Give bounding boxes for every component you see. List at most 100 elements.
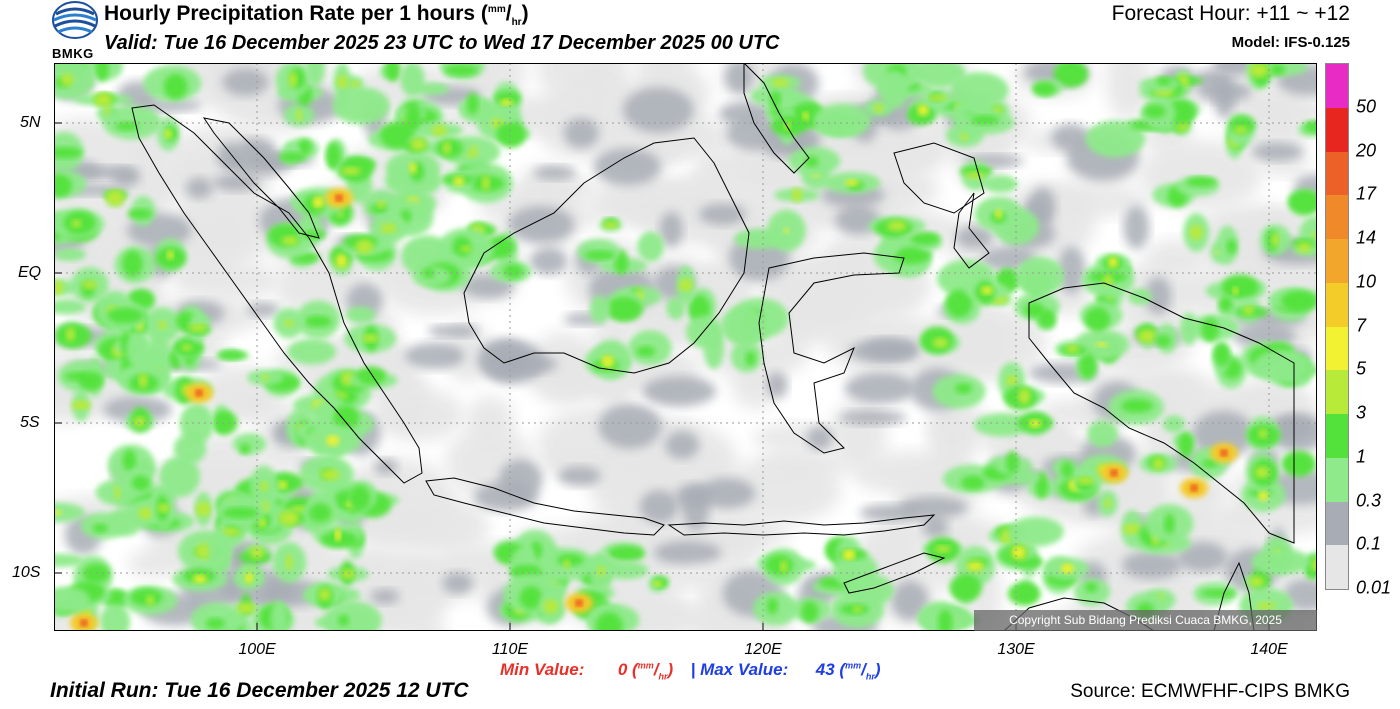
precip-cell — [1102, 274, 1114, 286]
precip-cell — [163, 73, 188, 100]
color-scale-swatch — [1326, 107, 1348, 152]
precip-cell — [245, 574, 253, 582]
copyright-banner: Copyright Sub Bidang Prediksi Cuaca BMKG… — [974, 610, 1317, 631]
precip-cell — [637, 231, 664, 262]
precip-cell — [802, 112, 809, 121]
color-scale-swatch — [1326, 282, 1348, 327]
precip-cell — [1085, 582, 1098, 593]
min-value-label: Min Value: — [500, 660, 585, 679]
precip-cell — [431, 124, 447, 136]
precip-cell — [309, 503, 332, 522]
precip-cell — [318, 588, 331, 601]
precip-cell — [212, 410, 238, 435]
precip-cell — [1221, 274, 1259, 300]
precip-cell — [845, 179, 859, 186]
precip-cell — [460, 245, 472, 252]
precip-cell — [164, 129, 172, 139]
precip-cell — [130, 588, 163, 607]
precip-cell — [196, 501, 211, 517]
precip-cell — [955, 383, 973, 394]
precip-cell — [935, 545, 951, 553]
precip-cell — [589, 295, 611, 324]
precip-cell — [910, 231, 941, 246]
precip-cell — [133, 416, 146, 428]
precip-cell — [225, 388, 276, 417]
precip-cell — [1192, 410, 1255, 458]
precip-cell — [1060, 564, 1075, 573]
precip-cell — [893, 247, 931, 264]
precip-cell — [362, 334, 379, 343]
precip-cell — [216, 350, 249, 360]
precip-cell — [1079, 352, 1097, 379]
precip-cell — [1221, 450, 1227, 456]
precip-cell — [453, 176, 465, 186]
precip-cell — [843, 550, 855, 560]
title-text: Hourly Precipitation Rate per 1 hours — [104, 2, 476, 25]
precip-cell — [287, 338, 336, 365]
australia-outline — [1003, 597, 1155, 631]
color-scale-label: 3 — [1356, 402, 1367, 423]
precip-cell — [170, 260, 282, 301]
color-scale-swatch — [1326, 545, 1348, 589]
precip-cell — [295, 108, 303, 122]
precipitation-map — [54, 63, 1317, 631]
color-scale-label: 1 — [1356, 446, 1367, 467]
precip-cell — [259, 481, 269, 491]
precip-cell — [1005, 450, 1019, 474]
precip-cell — [283, 319, 294, 327]
precip-cell — [484, 340, 545, 384]
precip-cell — [285, 554, 293, 571]
precip-cell — [563, 117, 600, 149]
precip-cell — [721, 306, 767, 346]
precip-cell — [928, 94, 947, 101]
precip-cell — [1254, 466, 1270, 479]
min-unit-mm: mm — [637, 660, 654, 671]
precip-cell — [1155, 334, 1172, 347]
precip-cell — [1056, 246, 1086, 294]
precip-cell — [955, 225, 995, 249]
precip-cell — [146, 595, 155, 606]
philippines-outline — [743, 63, 810, 174]
precip-cell — [297, 139, 312, 155]
precip-cell — [759, 451, 853, 480]
precip-cell — [320, 469, 340, 481]
precip-cell — [326, 435, 340, 446]
precip-cell — [221, 527, 241, 536]
precip-cell — [385, 63, 401, 82]
precip-cell — [442, 572, 474, 595]
precip-cell — [675, 484, 712, 509]
precip-cell — [1152, 457, 1165, 470]
precip-cell — [859, 504, 923, 522]
coastlines — [131, 63, 1295, 631]
lon-label-120e: 120E — [744, 641, 782, 658]
precip-cell — [960, 130, 969, 141]
precip-cell — [325, 142, 341, 170]
precip-cell — [99, 603, 131, 631]
precip-cell — [1095, 342, 1108, 347]
color-scale — [1325, 63, 1349, 590]
precip-cell — [336, 195, 342, 201]
precip-cell — [1018, 388, 1031, 405]
color-scale-label: 0.1 — [1356, 533, 1382, 554]
precip-cell — [94, 92, 113, 107]
lon-label-140e: 140E — [1250, 641, 1288, 658]
precip-cell — [1251, 142, 1304, 162]
precip-cell — [1250, 548, 1311, 575]
precip-cell — [95, 63, 109, 82]
precip-cell — [887, 220, 907, 232]
precip-cell — [1053, 63, 1089, 88]
precip-cell — [115, 121, 139, 131]
precip-cell — [584, 250, 616, 261]
precip-cell — [1258, 428, 1268, 439]
precip-cell — [185, 177, 213, 199]
precip-cell — [1085, 120, 1146, 158]
precip-cell — [595, 612, 623, 631]
precip-cell — [239, 443, 251, 455]
precip-cell — [642, 376, 717, 407]
precip-cell — [1007, 516, 1064, 547]
precip-cell — [1123, 523, 1142, 535]
precip-cell — [852, 606, 862, 613]
precip-cell — [305, 63, 325, 87]
precip-cell — [54, 553, 84, 567]
precip-cell — [496, 120, 526, 148]
